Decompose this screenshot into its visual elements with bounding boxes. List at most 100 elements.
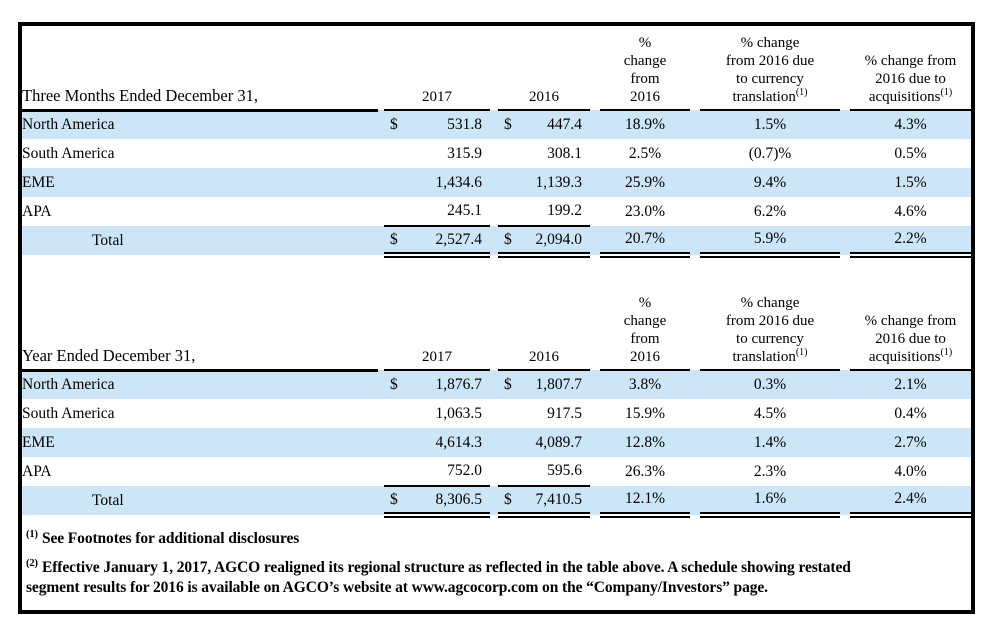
dollar-sign: $ <box>504 116 512 133</box>
region-label: EME <box>22 173 55 191</box>
footnote-1-marker: (1) <box>26 529 38 540</box>
footnote-ref-1: (1) <box>795 87 808 98</box>
v2016-cell: 1,139.3 <box>535 173 583 191</box>
v2017-cell: 1,434.6 <box>435 173 483 191</box>
total-label: Total <box>92 491 124 509</box>
footnote-2: (2) Effective January 1, 2017, AGCO reali… <box>26 554 888 598</box>
region-label: North America <box>22 376 115 394</box>
col-header-2016: 2016 <box>498 258 590 371</box>
pct-cell: 18.9% <box>624 116 666 133</box>
currency-cell: 1.5% <box>753 116 787 133</box>
dollar-sign: $ <box>504 490 512 508</box>
currency-cell: (0.7)% <box>748 144 792 162</box>
currency-cell: 0.3% <box>753 376 787 393</box>
col-header-2017: 2017 <box>384 258 490 371</box>
table-row: APA 245.1 199.2 23.0% 6.2% 4.6% <box>22 197 971 227</box>
acq-cell: 2.2% <box>850 226 971 258</box>
dollar-sign: $ <box>390 490 398 508</box>
acq-cell: 2.7% <box>894 433 927 451</box>
currency-cell: 9.4% <box>753 173 787 191</box>
three-months-table: Three Months Ended December 31, 2017 201… <box>22 26 971 258</box>
col-header-pct-change: % change from 2016 <box>600 26 690 111</box>
footnote-ref-1: (1) <box>940 347 953 358</box>
currency-cell: 4.5% <box>753 404 787 422</box>
dollar-sign: $ <box>504 376 512 393</box>
dollar-sign: $ <box>390 230 398 248</box>
acq-cell: 4.6% <box>894 202 927 220</box>
region-label: North America <box>22 116 115 134</box>
table-row: North America $531.8 $447.4 18.9% 1.5% 4… <box>22 110 971 139</box>
v2017-cell: $1,876.7 <box>390 376 482 393</box>
v2017-cell: $531.8 <box>390 116 482 133</box>
table-row: South America 315.9 308.1 2.5% (0.7)% 0.… <box>22 139 971 168</box>
segment-results-panel: Three Months Ended December 31, 2017 201… <box>18 22 975 614</box>
total-row: Total $8,306.5 $7,410.5 12.1% 1.6% 2.4% <box>22 486 971 518</box>
dollar-sign: $ <box>504 230 512 248</box>
dollar-sign: $ <box>390 116 398 133</box>
v2016-cell: $1,807.7 <box>504 376 582 393</box>
v2016-cell: $7,410.5 <box>498 486 590 518</box>
v2016-cell: 917.5 <box>547 404 582 422</box>
total-row: Total $2,527.4 $2,094.0 20.7% 5.9% 2.2% <box>22 226 971 258</box>
col-header-acquisitions: % change from 2016 due to acquisitions(1… <box>850 26 971 111</box>
table-title: Year Ended December 31, <box>22 258 378 372</box>
v2016-cell: 199.2 <box>498 197 590 227</box>
footnote-2-text: Effective January 1, 2017, AGCO realigne… <box>26 559 851 597</box>
footnote-1: (1) See Footnotes for additional disclosu… <box>26 525 888 549</box>
footnotes: (1) See Footnotes for additional disclosu… <box>22 518 971 598</box>
acq-cell: 2.1% <box>894 376 927 393</box>
col-header-2017: 2017 <box>384 26 490 111</box>
dollar-sign: $ <box>390 376 398 393</box>
col-header-2016: 2016 <box>498 26 590 111</box>
currency-cell: 5.9% <box>700 226 840 258</box>
acq-cell: 4.0% <box>894 462 927 480</box>
col-header-pct-change: % change from 2016 <box>600 258 690 371</box>
currency-cell: 1.6% <box>700 486 840 518</box>
footnote-ref-1: (1) <box>940 87 953 98</box>
currency-cell: 2.3% <box>753 462 787 480</box>
v2017-cell: 1,063.5 <box>435 404 483 422</box>
v2017-cell: 4,614.3 <box>435 433 483 451</box>
pct-cell: 3.8% <box>628 376 662 393</box>
currency-cell: 6.2% <box>753 202 787 220</box>
footnote-2-marker: (2) <box>26 558 38 570</box>
v2016-cell: 4,089.7 <box>535 433 583 451</box>
v2017-cell: 315.9 <box>447 144 482 162</box>
acq-cell: 0.4% <box>894 404 927 422</box>
table-row: South America 1,063.5 917.5 15.9% 4.5% 0… <box>22 399 971 428</box>
v2017-cell: $8,306.5 <box>384 486 490 518</box>
table-row: North America $1,876.7 $1,807.7 3.8% 0.3… <box>22 370 971 399</box>
year-table: Year Ended December 31, 2017 2016 % chan… <box>22 258 971 518</box>
v2016-cell: 308.1 <box>547 144 582 162</box>
pct-cell: 20.7% <box>600 226 690 258</box>
acq-cell: 1.5% <box>894 173 927 191</box>
region-label: APA <box>22 202 52 220</box>
region-label: South America <box>22 144 115 162</box>
acq-cell: 0.5% <box>894 144 927 162</box>
acq-cell: 2.4% <box>850 486 971 518</box>
v2016-cell: $447.4 <box>504 116 582 133</box>
v2017-cell: 245.1 <box>384 197 490 227</box>
pct-cell: 26.3% <box>624 462 666 480</box>
region-label: South America <box>22 404 115 422</box>
v2017-cell: $2,527.4 <box>384 226 490 258</box>
v2017-cell: 752.0 <box>384 457 490 487</box>
pct-cell: 12.8% <box>624 433 666 451</box>
footnote-1-text: See Footnotes for additional disclosures <box>41 530 300 548</box>
table-header-row: Year Ended December 31, 2017 2016 % chan… <box>22 258 971 372</box>
v2016-cell: 595.6 <box>498 457 590 487</box>
pct-cell: 15.9% <box>624 404 666 422</box>
region-label: APA <box>22 462 52 480</box>
col-header-currency: % change from 2016 due to currency trans… <box>700 26 840 111</box>
col-header-acquisitions: % change from 2016 due to acquisitions(1… <box>850 258 971 371</box>
pct-cell: 25.9% <box>624 173 666 191</box>
pct-cell: 2.5% <box>628 144 662 162</box>
region-label: EME <box>22 433 55 451</box>
currency-cell: 1.4% <box>753 433 787 451</box>
table-row: EME 4,614.3 4,089.7 12.8% 1.4% 2.7% <box>22 428 971 457</box>
col-header-currency: % change from 2016 due to currency trans… <box>700 258 840 371</box>
table-title: Three Months Ended December 31, <box>22 26 378 112</box>
table-header-row: Three Months Ended December 31, 2017 201… <box>22 26 971 112</box>
table-row: EME 1,434.6 1,139.3 25.9% 9.4% 1.5% <box>22 168 971 197</box>
table-row: APA 752.0 595.6 26.3% 2.3% 4.0% <box>22 457 971 487</box>
